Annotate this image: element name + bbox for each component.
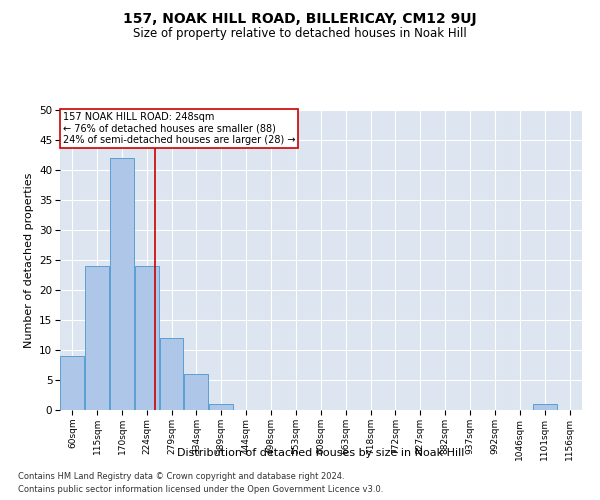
Bar [110, 158, 134, 410]
Text: Contains HM Land Registry data © Crown copyright and database right 2024.: Contains HM Land Registry data © Crown c… [18, 472, 344, 481]
Text: 157 NOAK HILL ROAD: 248sqm
← 76% of detached houses are smaller (88)
24% of semi: 157 NOAK HILL ROAD: 248sqm ← 76% of deta… [62, 112, 295, 144]
Bar [160, 338, 184, 410]
Bar [134, 266, 158, 410]
Bar [209, 404, 233, 410]
Y-axis label: Number of detached properties: Number of detached properties [23, 172, 34, 348]
Bar [184, 374, 208, 410]
Bar [533, 404, 557, 410]
Bar [85, 266, 109, 410]
Text: Contains public sector information licensed under the Open Government Licence v3: Contains public sector information licen… [18, 485, 383, 494]
Bar [61, 356, 85, 410]
Text: 157, NOAK HILL ROAD, BILLERICAY, CM12 9UJ: 157, NOAK HILL ROAD, BILLERICAY, CM12 9U… [123, 12, 477, 26]
Text: Distribution of detached houses by size in Noak Hill: Distribution of detached houses by size … [178, 448, 464, 458]
Text: Size of property relative to detached houses in Noak Hill: Size of property relative to detached ho… [133, 28, 467, 40]
